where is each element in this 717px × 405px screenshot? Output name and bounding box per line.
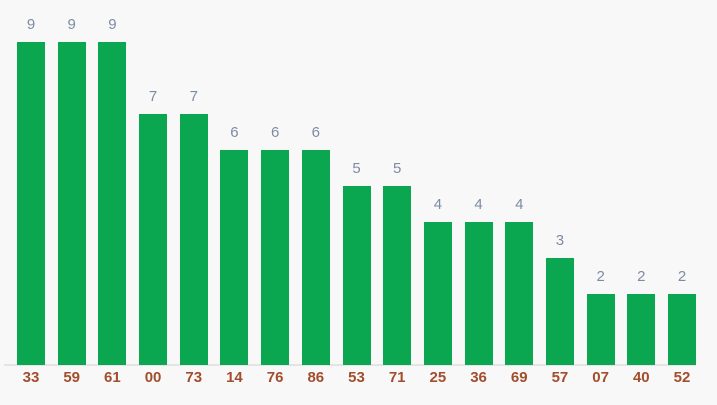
bar[interactable]: [464, 222, 493, 365]
bar-value-label: 2: [677, 268, 687, 285]
bar[interactable]: [139, 114, 168, 365]
bar[interactable]: [586, 294, 615, 365]
bar[interactable]: [342, 186, 371, 365]
x-axis-label: 76: [266, 369, 284, 386]
x-axis-label: 59: [63, 369, 81, 386]
x-axis-label: 36: [470, 369, 487, 386]
x-axis-label: 53: [348, 369, 365, 386]
bar-value-label: 9: [67, 16, 76, 33]
x-axis-label: 14: [226, 369, 243, 386]
bar[interactable]: [220, 150, 249, 365]
x-axis-line: [4, 364, 696, 366]
bar-value-label: 5: [352, 160, 361, 177]
bar-value-label: 7: [148, 88, 158, 105]
bar-value-label: 2: [596, 268, 605, 285]
bar[interactable]: [627, 294, 656, 365]
x-axis-label: 57: [551, 369, 569, 386]
bar-value-label: 6: [270, 124, 280, 141]
bar[interactable]: [668, 294, 696, 365]
bar[interactable]: [57, 42, 86, 365]
x-axis-label: 33: [22, 369, 40, 386]
bar-value-label: 4: [515, 196, 524, 213]
bar[interactable]: [179, 114, 208, 365]
bar[interactable]: [261, 150, 290, 365]
x-axis-label: 86: [307, 369, 325, 386]
x-axis-label: 69: [510, 369, 528, 386]
bar-value-label: 3: [555, 232, 565, 249]
bar-value-label: 7: [189, 88, 198, 105]
bar-value-label: 9: [26, 16, 36, 33]
bar[interactable]: [423, 222, 452, 365]
bar-value-label: 9: [108, 16, 117, 33]
x-axis-label: 61: [104, 369, 121, 386]
bar[interactable]: [301, 150, 330, 365]
bar[interactable]: [505, 222, 534, 365]
x-axis-label: 52: [673, 369, 691, 386]
bar-value-label: 6: [311, 124, 320, 141]
bar-value-label: 6: [230, 124, 239, 141]
x-axis-label: 07: [592, 369, 609, 386]
bar-value-label: 5: [393, 160, 402, 177]
bar-value-label: 4: [433, 196, 443, 213]
bar[interactable]: [545, 258, 574, 365]
bar[interactable]: [98, 42, 127, 365]
x-axis-label: 73: [185, 369, 203, 386]
bar-value-label: 4: [474, 196, 483, 213]
bar-value-label: 2: [637, 268, 646, 285]
bar[interactable]: [383, 186, 412, 365]
x-axis-label: 25: [429, 369, 447, 386]
x-axis-label: 71: [388, 369, 406, 386]
x-axis-label: 40: [632, 369, 650, 386]
x-axis-label: 00: [144, 369, 162, 386]
bar[interactable]: [17, 42, 45, 365]
